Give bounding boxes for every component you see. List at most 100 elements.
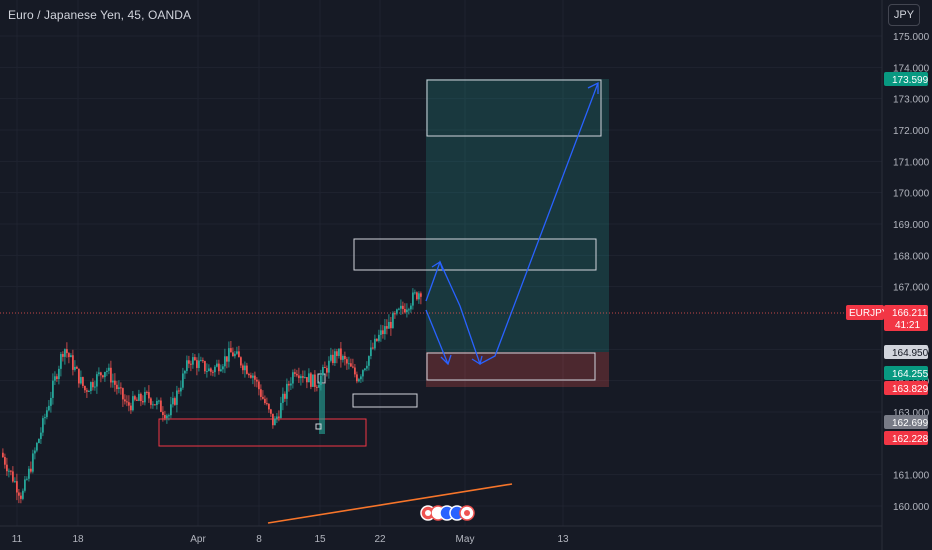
- candle-body: [332, 354, 334, 364]
- candle-body: [270, 409, 272, 414]
- projection-path[interactable]: [425, 82, 599, 365]
- target-box[interactable]: [426, 79, 602, 137]
- candle-body: [394, 313, 396, 315]
- candle-body: [108, 367, 110, 371]
- time-axis[interactable]: 11 18 Apr 8 15 22 May 13: [12, 534, 569, 545]
- candle-body: [240, 357, 242, 366]
- candle-body: [406, 309, 408, 313]
- entry-gray-badge: 164.950: [884, 345, 929, 359]
- candle-body: [334, 351, 336, 364]
- price-tick-label: 161.000: [893, 471, 930, 482]
- profit-zone[interactable]: [426, 79, 609, 352]
- candle-body: [70, 355, 72, 358]
- candle-body: [4, 457, 6, 465]
- time-tick-label: Apr: [190, 534, 206, 545]
- support-box-small[interactable]: [352, 393, 418, 408]
- candle-body: [172, 398, 174, 405]
- candle-body: [408, 309, 410, 311]
- currency-button[interactable]: JPY: [888, 4, 920, 26]
- symbol-title[interactable]: Euro / Japanese Yen, 45, OANDA: [8, 8, 192, 22]
- demand-box[interactable]: [158, 418, 367, 447]
- event-flag-icon[interactable]: [464, 510, 470, 516]
- price-tick-label: 173.000: [893, 95, 930, 106]
- candle-body: [124, 399, 126, 402]
- candle-body: [14, 481, 16, 483]
- candle-body: [264, 398, 266, 404]
- candle-body: [112, 380, 114, 383]
- candle-body: [280, 402, 282, 418]
- candle-body: [290, 383, 292, 386]
- candle-body: [166, 415, 168, 419]
- candle-body: [192, 357, 194, 365]
- candle-body: [34, 450, 36, 454]
- candle-body: [294, 372, 296, 374]
- candle-body: [158, 400, 160, 402]
- entry-box[interactable]: [426, 352, 596, 381]
- candle-body: [282, 393, 284, 403]
- candle-body: [410, 305, 412, 310]
- candle-body: [268, 403, 270, 410]
- event-flag-icon[interactable]: [425, 510, 431, 516]
- candle-body: [356, 374, 358, 382]
- candle-body: [116, 384, 118, 390]
- candle-body: [340, 348, 342, 360]
- candle-body: [362, 370, 364, 377]
- candle-body: [230, 348, 232, 353]
- candle-body: [210, 368, 212, 372]
- candle-body: [212, 371, 214, 373]
- candle-body: [390, 321, 392, 329]
- candle-body: [20, 495, 22, 499]
- projection-path-first-leg[interactable]: [425, 309, 449, 365]
- candle-body: [284, 393, 286, 399]
- candle-body: [344, 355, 346, 360]
- time-tick-label: 13: [557, 534, 569, 545]
- candle-body: [348, 363, 350, 365]
- candle-body: [156, 400, 158, 405]
- candle-body: [56, 376, 58, 380]
- candle-body: [120, 387, 122, 389]
- candle-body: [178, 390, 180, 392]
- candle-body: [226, 356, 228, 362]
- candle-body: [28, 468, 30, 479]
- candle-body: [182, 373, 184, 388]
- candle-body: [8, 470, 10, 472]
- price-tick-label: 167.000: [893, 283, 930, 294]
- candle-body: [30, 468, 32, 472]
- candle-body: [398, 308, 400, 310]
- loss-zone[interactable]: [426, 352, 609, 387]
- candle-body: [218, 363, 220, 372]
- current-price-label: 166.211: [892, 308, 928, 319]
- time-tick-label: 15: [314, 534, 326, 545]
- candle-body: [228, 348, 230, 362]
- candle-body: [154, 404, 156, 406]
- candle-body: [330, 354, 332, 361]
- candle-body: [316, 386, 318, 388]
- candle-body: [254, 375, 256, 380]
- resistance-box[interactable]: [353, 238, 597, 271]
- time-tick-label: May: [456, 534, 475, 545]
- candle-body: [78, 368, 80, 384]
- candle-body: [32, 453, 34, 472]
- candle-body: [130, 405, 132, 411]
- economic-events[interactable]: [420, 505, 475, 521]
- candle-body: [238, 351, 240, 358]
- candle-body: [414, 292, 416, 294]
- candle-body: [420, 293, 422, 297]
- candle-body: [10, 470, 12, 472]
- candle-body: [196, 360, 198, 368]
- candle-body: [128, 402, 130, 406]
- candle-body: [64, 349, 66, 357]
- arrow-head-2: [440, 354, 452, 366]
- candle-body: [220, 369, 222, 372]
- price-tick-label: 160.000: [893, 502, 930, 513]
- trend-line[interactable]: [267, 483, 513, 524]
- candle-body: [62, 354, 64, 357]
- candle-body: [48, 405, 50, 411]
- candle-body: [180, 387, 182, 392]
- low-red-badge: 162.228: [884, 431, 929, 445]
- candle-body: [50, 397, 52, 406]
- candle-body: [232, 352, 234, 357]
- candle-body: [272, 413, 274, 426]
